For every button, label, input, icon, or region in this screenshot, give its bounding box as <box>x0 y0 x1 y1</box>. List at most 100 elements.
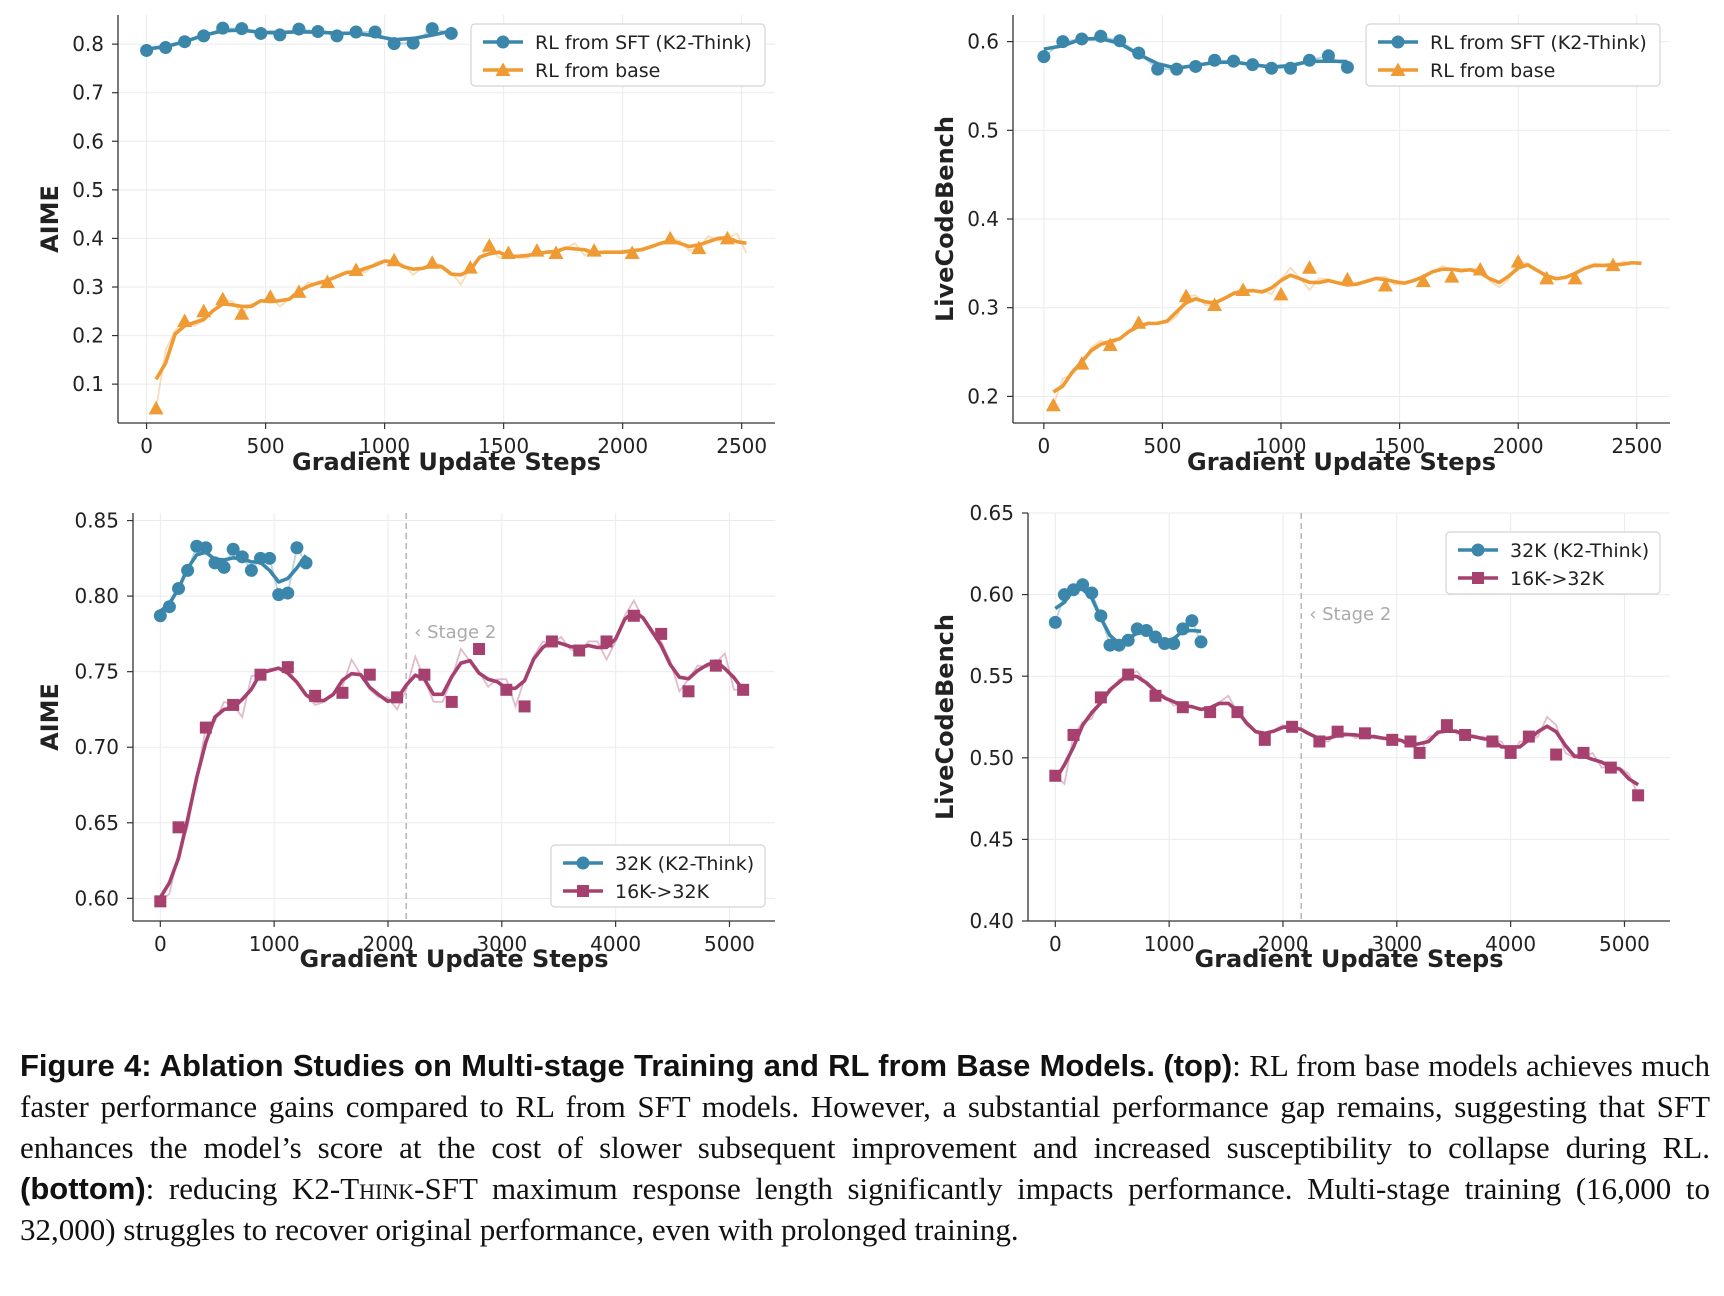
data-point <box>1231 706 1244 719</box>
y-axis-label: LiveCodeBench <box>931 116 959 322</box>
data-point <box>1102 337 1118 351</box>
legend-swatch-marker <box>495 62 511 76</box>
y-tick-label: 0.60 <box>969 583 1014 607</box>
x-axis-label: Gradient Update Steps <box>300 945 609 973</box>
legend-box <box>1365 23 1661 87</box>
data-point <box>1339 271 1355 286</box>
data-point <box>262 289 278 303</box>
data-point <box>624 245 640 259</box>
series-line <box>154 235 747 381</box>
y-tick-label: 0.5 <box>967 118 999 142</box>
legend-box <box>470 23 766 87</box>
data-point <box>1459 728 1472 741</box>
data-point <box>1167 637 1181 651</box>
y-tick-label: 0.55 <box>969 664 1014 688</box>
data-point <box>424 255 440 269</box>
legend-swatch-marker <box>1391 35 1405 49</box>
data-point <box>1331 725 1344 738</box>
data-point <box>330 29 344 43</box>
data-point <box>299 556 313 570</box>
legend-label: RL from base <box>1430 60 1555 82</box>
data-point <box>244 563 258 577</box>
data-point <box>226 542 240 556</box>
data-point <box>573 644 586 657</box>
data-point <box>197 29 211 43</box>
y-tick-label: 0.3 <box>967 296 999 320</box>
data-point <box>181 563 195 577</box>
y-tick-label: 0.7 <box>72 81 104 105</box>
legend-label: 32K (K2-Think) <box>615 853 754 875</box>
legend-label: RL from SFT (K2-Think) <box>1430 32 1647 54</box>
data-point <box>1037 50 1051 64</box>
data-point <box>1185 614 1199 628</box>
data-point <box>1539 270 1555 285</box>
legend-swatch-marker <box>576 856 590 870</box>
data-point <box>473 643 486 655</box>
data-point <box>292 22 306 36</box>
data-point <box>1207 297 1223 312</box>
data-point <box>1176 622 1190 636</box>
data-point <box>627 609 640 622</box>
caption-top-label: (top) <box>1163 1048 1233 1083</box>
data-point <box>1605 257 1621 272</box>
x-tick-label: 2500 <box>716 434 767 458</box>
data-point <box>162 600 176 614</box>
data-point <box>500 683 513 696</box>
data-point <box>1265 61 1279 75</box>
data-point <box>444 26 458 40</box>
data-point <box>1386 733 1399 746</box>
x-tick-label: 0 <box>1049 932 1062 956</box>
data-point <box>1056 35 1070 49</box>
data-point <box>586 243 602 257</box>
chart-top-left: 0 500 1000 1500 2000 2500 0.1 0.2 0.3 0.4 0.5 0.6 0.… <box>36 15 775 476</box>
legend-label: RL from SFT (K2-Think) <box>535 32 752 54</box>
y-tick-label: 0.65 <box>74 811 119 835</box>
data-point <box>1632 789 1645 802</box>
data-point <box>196 303 212 318</box>
caption-figure-label: Figure 4: Ablation Studies on Multi-stag… <box>20 1048 1155 1083</box>
data-point <box>1045 397 1061 412</box>
data-point <box>363 668 376 681</box>
legend-swatch-marker <box>577 885 589 897</box>
data-point <box>311 25 325 39</box>
legend-swatch-marker <box>1471 543 1485 557</box>
y-tick-label: 0.40 <box>969 909 1014 933</box>
data-point <box>273 28 287 42</box>
data-point <box>215 291 231 306</box>
legend-label: 32K (K2-Think) <box>1510 540 1649 562</box>
data-point <box>177 313 193 327</box>
legend-box <box>1445 531 1661 595</box>
data-point <box>1358 727 1371 740</box>
data-point <box>1246 58 1260 72</box>
y-tick-label: 0.3 <box>72 275 104 299</box>
chart-bottom-left: 0 1000 2000 3000 4000 5000 0.60 0.65 0.70 0.75 0.8… <box>36 509 775 973</box>
x-tick-label: 2000 <box>1258 932 1309 956</box>
data-point <box>1302 53 1316 67</box>
data-point <box>368 25 382 39</box>
data-point <box>1094 29 1108 43</box>
data-point <box>1131 315 1147 329</box>
data-point <box>462 260 478 274</box>
series-line <box>159 550 308 613</box>
data-point <box>1415 273 1431 288</box>
data-point <box>336 686 349 699</box>
caption-bottom-text-smallcaps: Think <box>340 1171 415 1206</box>
data-point <box>199 721 212 734</box>
legend-label: 16K->32K <box>1510 568 1605 590</box>
y-tick-label: 0.50 <box>969 746 1014 770</box>
data-point <box>1121 633 1135 647</box>
data-point <box>1377 278 1393 292</box>
data-point <box>263 551 277 565</box>
data-point <box>548 245 564 259</box>
data-point <box>500 245 516 259</box>
y-tick-label: 0.2 <box>967 384 999 408</box>
y-tick-label: 0.6 <box>967 30 999 54</box>
x-axis-label: Gradient Update Steps <box>1187 448 1496 476</box>
data-point <box>178 35 192 49</box>
x-tick-label: 1000 <box>1144 932 1195 956</box>
data-point <box>1139 624 1153 638</box>
data-point <box>154 895 167 908</box>
data-point <box>1413 746 1426 759</box>
x-tick-label: 1000 <box>1256 434 1307 458</box>
data-point <box>1567 270 1583 285</box>
